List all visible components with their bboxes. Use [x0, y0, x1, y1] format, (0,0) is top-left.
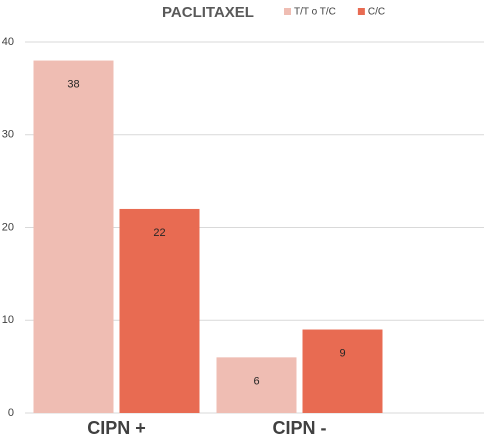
bar [33, 60, 114, 414]
x-tick-label: CIPN + [87, 418, 146, 438]
data-label: 9 [339, 347, 345, 359]
y-tick-label: 0 [8, 407, 14, 419]
bar [302, 329, 383, 413]
y-tick-label: 10 [2, 314, 14, 326]
data-label: 38 [67, 78, 79, 90]
y-tick-label: 20 [2, 221, 14, 233]
legend-swatch [284, 8, 291, 15]
y-tick-label: 40 [2, 36, 14, 48]
chart-title: PACLITAXEL [162, 4, 254, 21]
legend-label: T/T o T/C [294, 7, 336, 18]
legend-label: C/C [368, 7, 385, 18]
legend-swatch [357, 8, 365, 15]
data-label: 22 [153, 227, 165, 239]
bar [119, 208, 200, 413]
x-tick-label: CIPN - [273, 418, 327, 438]
y-tick-label: 30 [2, 129, 14, 141]
bar [216, 357, 297, 413]
data-label: 6 [253, 375, 259, 387]
